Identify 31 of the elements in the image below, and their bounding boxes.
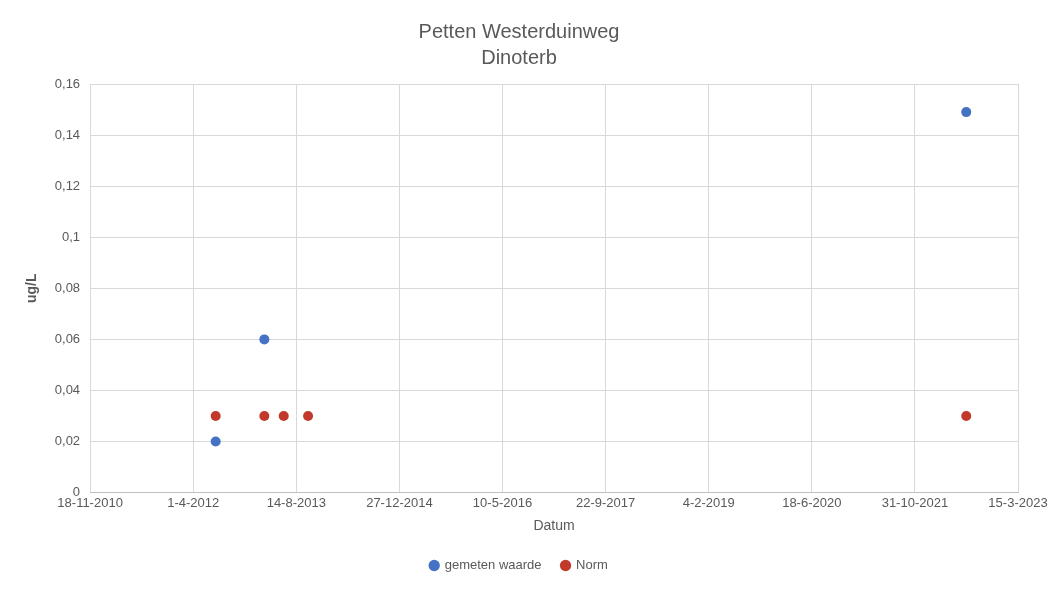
- x-tick-label: 14-8-2013: [266, 494, 326, 510]
- y-tick-label: 0,04: [54, 382, 81, 398]
- y-axis-title: ug/L: [23, 273, 40, 304]
- y-tick-label: 0,08: [54, 279, 81, 295]
- point: [303, 410, 314, 421]
- x-tick-label: 22-9-2017: [575, 494, 636, 510]
- y-tick-label: 0,06: [54, 330, 81, 346]
- chart-title: Petten Westerduinweg: [418, 19, 620, 42]
- x-tick-label: 27-12-2014: [366, 494, 433, 510]
- point: [278, 410, 289, 421]
- x-tick-label: 31-10-2021: [881, 494, 949, 510]
- x-tick-label: 4-2-2019: [682, 494, 735, 510]
- y-tick-label: 0,02: [54, 433, 81, 449]
- legend-label: Norm: [576, 557, 608, 573]
- point: [961, 410, 972, 421]
- y-tick-label: 0,14: [54, 126, 81, 142]
- point: [259, 334, 270, 345]
- x-tick-label: 1-4-2012: [167, 494, 220, 510]
- legend-label: gemeten waarde: [444, 557, 542, 573]
- y-tick-label: 0,12: [54, 177, 81, 193]
- y-tick-label: 0,16: [54, 75, 81, 91]
- chart-subtitle: Dinoterb: [481, 45, 557, 68]
- x-tick-label: 18-6-2020: [782, 494, 842, 510]
- point: [210, 410, 221, 421]
- point: [210, 436, 221, 447]
- y-tick-label: 0,1: [62, 228, 81, 244]
- x-tick-label: 10-5-2016: [472, 494, 533, 510]
- point: [259, 410, 270, 421]
- x-axis-title: Datum: [533, 517, 575, 534]
- point: [961, 107, 972, 118]
- x-tick-label: 15-3-2023: [988, 494, 1048, 510]
